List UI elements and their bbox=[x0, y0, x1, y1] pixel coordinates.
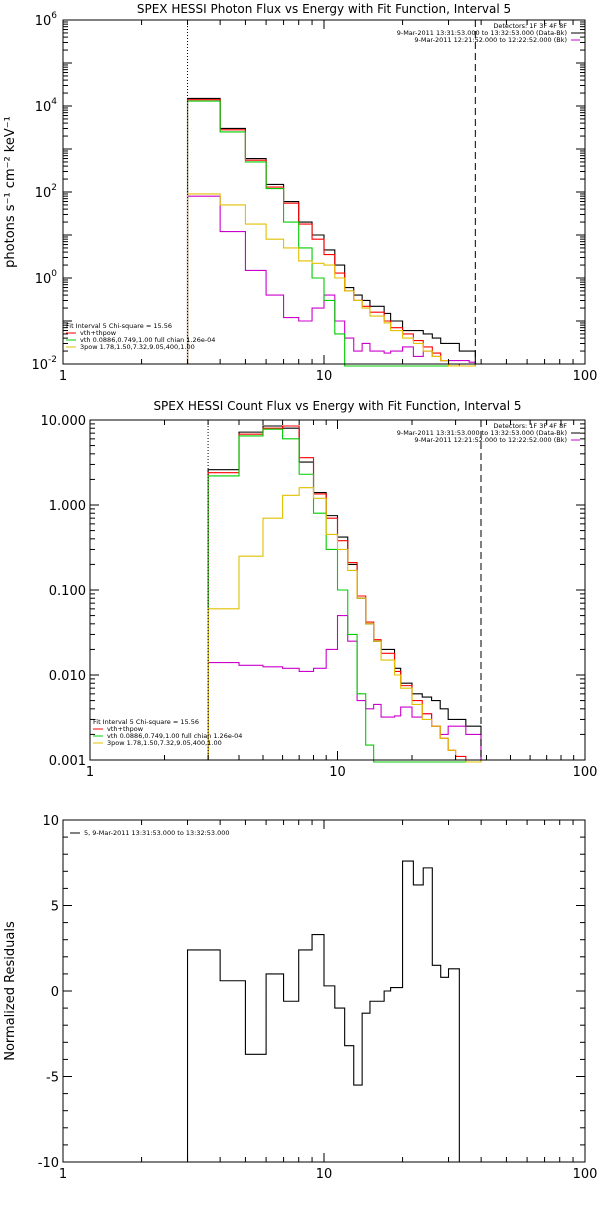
series-data-bk-line bbox=[207, 425, 482, 760]
y-tick-base: 10 bbox=[35, 272, 52, 287]
y-tick-base: 10 bbox=[35, 100, 52, 115]
y-tick-label: 1.000 bbox=[49, 499, 86, 514]
series-vth-line bbox=[207, 428, 482, 763]
series-3pow-line bbox=[186, 193, 476, 367]
legend-top-entry: 9-Mar-2011 12:21:52.000 to 12:22:52.000 … bbox=[414, 436, 567, 444]
legend-bottom-entry: 3pow 1.78,1.50,7.32,9.05,400,1.00 bbox=[80, 343, 195, 351]
y-tick-label: -5 bbox=[46, 1071, 59, 1086]
x-tick-label: 100 bbox=[573, 1167, 598, 1182]
chart-title: SPEX HESSI Count Flux vs Energy with Fit… bbox=[153, 399, 521, 413]
series-3pow-line bbox=[207, 487, 482, 763]
series-vth-line bbox=[186, 100, 476, 367]
legend-bottom-entry: 3pow 1.78,1.50,7.32,9.05,400,1.00 bbox=[107, 739, 222, 747]
x-tick-label: 10 bbox=[329, 765, 346, 780]
series-vth-thpow-line bbox=[186, 99, 476, 367]
y-tick-label: 10-2 bbox=[31, 355, 57, 373]
x-tick-label: 10 bbox=[316, 1167, 333, 1182]
legend-top-entry: 9-Mar-2011 13:31:53.000 to 13:32:53.000 … bbox=[397, 29, 567, 37]
y-tick-base: 10 bbox=[35, 186, 52, 201]
plot-frame bbox=[62, 819, 586, 1163]
series-vth-thpow-line bbox=[207, 425, 482, 763]
legend-top-entry: 9-Mar-2011 12:21:52.000 to 12:22:52.000 … bbox=[414, 36, 567, 44]
legend-bottom-entry: vth+thpow bbox=[80, 329, 117, 337]
y-tick-base: 10 bbox=[35, 14, 52, 29]
series-bk-line bbox=[186, 195, 476, 364]
y-tick-label: 106 bbox=[35, 11, 58, 29]
y-tick-exponent: 2 bbox=[51, 183, 57, 193]
x-tick-label: 1 bbox=[59, 1167, 67, 1182]
y-tick-label: -10 bbox=[38, 1156, 59, 1171]
y-tick-label: 0.100 bbox=[49, 584, 86, 599]
y-tick-label: 102 bbox=[35, 183, 57, 201]
y-tick-label: 10.000 bbox=[41, 414, 87, 429]
legend-top-entry: Detectors: 1F 3F 4F 8F bbox=[493, 22, 567, 30]
y-tick-base: 10 bbox=[31, 358, 48, 373]
y-tick-label: 104 bbox=[35, 97, 58, 115]
chart-title: SPEX HESSI Photon Flux vs Energy with Fi… bbox=[137, 2, 511, 16]
legend-bottom-entry: vth 0.0886,0.749,1.00 full chian 1.26e-0… bbox=[80, 336, 215, 344]
y-axis-label: Normalized Residuals bbox=[3, 921, 18, 1061]
y-tick-label: 0.010 bbox=[49, 669, 86, 684]
y-tick-label: 10 bbox=[42, 814, 59, 829]
y-tick-exponent: -2 bbox=[48, 355, 57, 365]
y-tick-exponent: 6 bbox=[51, 11, 57, 21]
x-tick-label: 100 bbox=[573, 765, 598, 780]
x-tick-label: 100 bbox=[573, 369, 598, 384]
legend-bottom-entry: vth 0.0886,0.749,1.00 full chian 1.26e-0… bbox=[107, 732, 242, 740]
legend-entry: 5, 9-Mar-2011 13:31:53.000 to 13:32:53.0… bbox=[84, 829, 230, 837]
legend-bottom-entry: Fit Interval 5 Chi-square = 15.56 bbox=[93, 718, 199, 726]
chart-panel-3: 1 10 100 -10 -5 0 5 10 Normalized Residuals 5, 9-… bbox=[3, 814, 597, 1182]
y-tick-label: 5 bbox=[51, 900, 59, 915]
x-tick-label: 1 bbox=[86, 765, 94, 780]
legend-top-entry: 9-Mar-2011 13:31:53.000 to 13:32:53.000 … bbox=[397, 429, 567, 437]
y-axis-label: photons s⁻¹ cm⁻² keV⁻¹ bbox=[3, 116, 18, 268]
legend-top-entry: Detectors: 1F 3F 4F 8F bbox=[493, 422, 567, 430]
y-tick-label: 100 bbox=[35, 269, 58, 287]
y-tick-label: 0.001 bbox=[49, 754, 86, 769]
legend-bottom-entry: vth+thpow bbox=[107, 725, 144, 733]
series-5-line bbox=[186, 860, 476, 1163]
x-tick-label: 10 bbox=[316, 369, 333, 384]
chart-panel-2: 1 10 100 0.001 0.010 0.100 1.000 10.000 SPEX HES… bbox=[41, 399, 598, 780]
y-tick-label: 0 bbox=[51, 985, 59, 1000]
y-tick-exponent: 4 bbox=[51, 97, 57, 107]
legend-bottom-entry: Fit Interval 5 Chi-square = 15.56 bbox=[66, 322, 172, 330]
x-tick-label: 1 bbox=[59, 369, 67, 384]
y-tick-exponent: 0 bbox=[51, 269, 57, 279]
series-data-bk-line bbox=[186, 97, 476, 364]
plot-frame bbox=[62, 19, 586, 365]
